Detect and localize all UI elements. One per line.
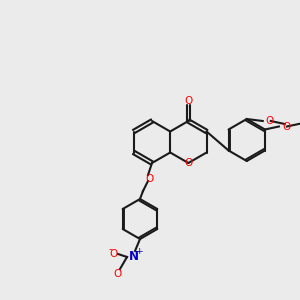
Text: N: N [129, 250, 139, 263]
Text: O: O [282, 122, 290, 131]
Text: O: O [266, 116, 274, 126]
Text: O: O [184, 158, 193, 168]
Text: +: + [135, 248, 143, 256]
Text: O: O [110, 249, 118, 259]
Text: -: - [108, 244, 112, 254]
Text: O: O [184, 96, 193, 106]
Text: O: O [145, 174, 153, 184]
Text: O: O [114, 269, 122, 279]
